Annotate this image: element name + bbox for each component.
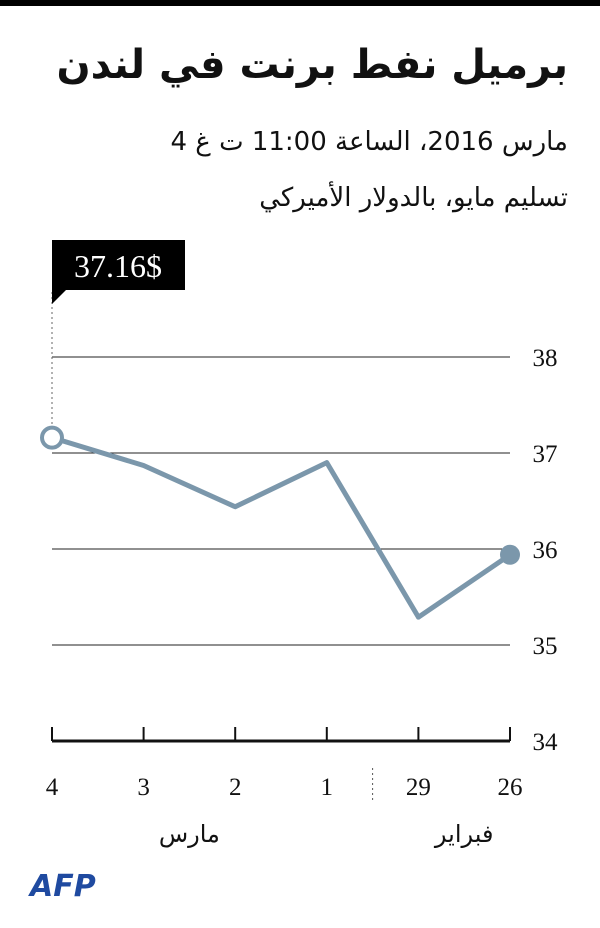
callout-box <box>52 240 185 304</box>
start-marker <box>40 425 64 450</box>
y-tick-label: 36 <box>533 537 558 564</box>
line-series <box>51 435 512 620</box>
chart-title: برميل نفط برنت في لندن <box>56 42 568 88</box>
end-marker <box>500 544 520 565</box>
x-group-label: مارس <box>159 820 220 848</box>
x-tick-label: 29 <box>406 774 431 801</box>
x-tick-label: 26 <box>498 774 523 801</box>
y-tick-label: 34 <box>533 729 559 756</box>
chart-subtitle: تسليم مايو، بالدولار الأميركي <box>259 180 568 213</box>
y-tick-label: 35 <box>533 633 558 660</box>
x-group-label: فبراير <box>434 820 494 848</box>
x-tick-label: 1 <box>321 774 334 801</box>
source-logo: AFP <box>28 869 96 904</box>
chart-subtitle: 4 مارس 2016، الساعة 11:00 ت غ <box>170 127 568 157</box>
x-tick-label: 4 <box>46 774 59 801</box>
y-tick-label: 37 <box>533 441 558 468</box>
data-label: 37.16$ <box>74 248 162 284</box>
top-bar <box>0 0 600 6</box>
y-tick-label: 38 <box>533 345 558 372</box>
x-tick-label: 2 <box>229 774 242 801</box>
x-tick-label: 3 <box>137 774 150 801</box>
